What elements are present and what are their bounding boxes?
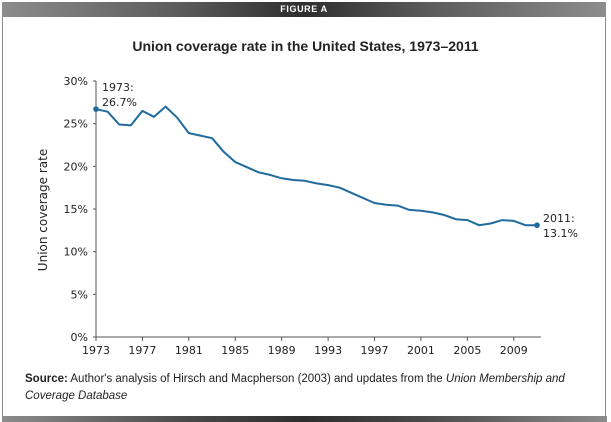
x-tick-label: 2001	[407, 344, 435, 357]
series-line	[95, 105, 537, 227]
tick-labels: 0% 5% 10% 15% 20% 25% 30% 1973 1977 1981 1985 1989 1…	[64, 75, 528, 357]
x-tick-label: 1993	[314, 344, 342, 357]
annotation-label: 13.1%	[543, 227, 578, 240]
source-note: Source: Author's analysis of Hirsch and …	[25, 371, 585, 405]
annotation-label: 26.7%	[102, 96, 137, 109]
source-text: Author's analysis of Hirsch and Macphers…	[67, 373, 446, 385]
x-tick-label: 1977	[128, 344, 156, 357]
x-tick-label: 1973	[82, 344, 110, 357]
annotation-marker	[93, 106, 99, 112]
x-tick-label: 1997	[361, 344, 389, 357]
y-tick-label: 20%	[64, 160, 88, 173]
annotation-label: 1973:	[102, 81, 134, 94]
axes	[93, 80, 541, 341]
y-tick-label: 25%	[64, 118, 88, 131]
annotation-marker	[534, 222, 540, 229]
x-tick-label: 1985	[221, 344, 249, 357]
source-database-name: Union Membership and Coverage Database	[25, 373, 565, 402]
source-label: Source:	[25, 373, 68, 385]
annotation-label: 2011:	[543, 212, 575, 225]
annotations: 1973: 26.7% 2011: 13.1%	[93, 81, 578, 240]
y-axis-label: Union coverage rate	[36, 149, 50, 271]
chart-title: Union coverage rate in the United States…	[132, 38, 479, 54]
x-tick-label: 2005	[453, 344, 481, 357]
x-tick-label: 2009	[500, 344, 528, 357]
y-tick-label: 15%	[64, 203, 88, 216]
y-tick-label: 5%	[71, 288, 88, 301]
y-tick-label: 0%	[71, 331, 88, 344]
y-tick-label: 10%	[64, 246, 88, 259]
figure-footer	[2, 416, 607, 422]
x-tick-label: 1981	[175, 344, 203, 357]
x-tick-label: 1989	[268, 344, 296, 357]
series-group	[95, 105, 538, 227]
y-tick-label: 30%	[64, 75, 88, 88]
figure-header: FIGURE A	[2, 2, 606, 17]
